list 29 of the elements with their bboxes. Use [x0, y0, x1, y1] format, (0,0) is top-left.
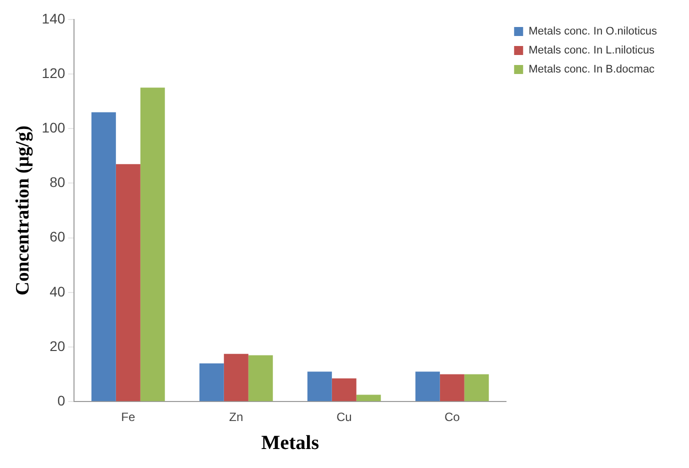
bar	[415, 372, 440, 402]
bar	[356, 394, 381, 402]
y-tick-label: 0	[57, 392, 66, 408]
y-tick-label: 120	[42, 64, 66, 81]
y-tick-label: 40	[50, 283, 66, 300]
y-tick-label: 60	[50, 228, 66, 245]
y-tick-label: 80	[50, 174, 66, 190]
bar	[332, 378, 356, 402]
x-tick-label: Fe	[121, 410, 136, 424]
legend-label: Metals conc. In L.niloticus	[528, 44, 656, 57]
x-axis-title: Metals	[261, 432, 320, 454]
bar	[464, 374, 489, 402]
y-tick-label: 140	[42, 10, 66, 26]
bar	[116, 164, 140, 402]
bar	[91, 112, 116, 402]
x-tick-label: Co	[444, 410, 460, 424]
legend-label: Metals conc. In O.niloticus	[528, 26, 658, 38]
bar	[199, 363, 224, 402]
x-tick-label: Zn	[229, 410, 244, 424]
y-tick-label: 100	[42, 119, 66, 136]
y-tick-label: 20	[50, 338, 66, 354]
y-axis-title: Concentration (µg/g)	[12, 126, 34, 296]
legend-label: Metals conc. In B.docmac	[528, 64, 656, 76]
bar	[224, 354, 248, 402]
bar	[140, 88, 165, 402]
bar	[248, 355, 273, 402]
x-tick-label: Cu	[336, 410, 352, 424]
bar	[307, 372, 332, 402]
bar	[440, 374, 464, 402]
